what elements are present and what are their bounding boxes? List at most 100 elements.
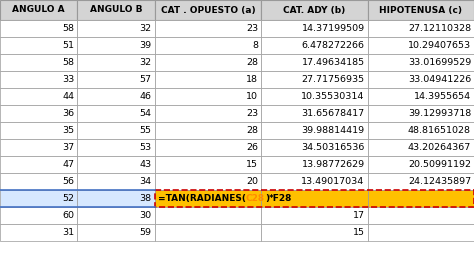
Text: 27.71756935: 27.71756935 [301, 75, 365, 84]
Bar [155, 20, 261, 37]
Text: 47: 47 [63, 160, 74, 169]
Text: 46: 46 [140, 92, 152, 101]
Text: 43: 43 [140, 160, 152, 169]
Text: 30: 30 [140, 211, 152, 220]
Text: 34.50316536: 34.50316536 [301, 143, 365, 152]
Text: 58: 58 [63, 58, 74, 67]
Text: 15: 15 [353, 228, 365, 237]
Text: 14.37199509: 14.37199509 [301, 24, 365, 33]
Text: 51: 51 [63, 41, 74, 50]
Bar [261, 207, 368, 224]
Bar [261, 139, 368, 156]
Text: 33: 33 [62, 75, 74, 84]
Bar [155, 88, 261, 105]
Text: 24.12435897: 24.12435897 [408, 177, 471, 186]
Bar [0, 88, 77, 105]
Text: 10.35530314: 10.35530314 [301, 92, 365, 101]
Text: 33.04941226: 33.04941226 [408, 75, 471, 84]
Text: ANGULO B: ANGULO B [90, 6, 142, 15]
Bar [77, 54, 155, 71]
Bar [368, 207, 474, 224]
Text: 15: 15 [246, 160, 258, 169]
Text: 23: 23 [246, 109, 258, 118]
Bar [368, 0, 474, 20]
Text: 8: 8 [252, 41, 258, 50]
Bar [0, 139, 77, 156]
Text: 39: 39 [140, 41, 152, 50]
Bar [0, 54, 77, 71]
Bar [0, 71, 77, 88]
Bar [0, 37, 77, 54]
Bar [77, 190, 155, 207]
Bar [77, 224, 155, 241]
Text: 27.12110328: 27.12110328 [408, 24, 471, 33]
Bar [155, 71, 261, 88]
Text: 32: 32 [140, 24, 152, 33]
Text: 20.50991192: 20.50991192 [408, 160, 471, 169]
Bar [0, 122, 77, 139]
Bar [368, 105, 474, 122]
Bar [155, 156, 261, 173]
Bar [261, 156, 368, 173]
Bar [77, 207, 155, 224]
Text: C28: C28 [246, 194, 265, 203]
Text: 17: 17 [353, 211, 365, 220]
Bar [77, 88, 155, 105]
Text: 48.81651028: 48.81651028 [408, 126, 471, 135]
Bar [77, 71, 155, 88]
Bar [261, 20, 368, 37]
Text: ANGULO A: ANGULO A [12, 6, 65, 15]
Text: 26: 26 [246, 143, 258, 152]
Bar [0, 0, 77, 20]
Bar [155, 139, 261, 156]
Text: 39.98814419: 39.98814419 [301, 126, 365, 135]
Bar [155, 190, 474, 207]
Text: HIPOTENUSA (c): HIPOTENUSA (c) [379, 6, 462, 15]
Bar [261, 173, 368, 190]
Bar [368, 190, 474, 207]
Text: 17.49634185: 17.49634185 [301, 58, 365, 67]
Bar [261, 105, 368, 122]
Text: 39.12993718: 39.12993718 [408, 109, 471, 118]
Bar [368, 224, 474, 241]
Text: 38: 38 [140, 194, 152, 203]
Bar [368, 54, 474, 71]
Bar [77, 20, 155, 37]
Bar [368, 71, 474, 88]
Text: CAT . OPUESTO (a): CAT . OPUESTO (a) [161, 6, 255, 15]
Text: 35: 35 [62, 126, 74, 135]
Text: 57: 57 [140, 75, 152, 84]
Bar [155, 190, 261, 207]
Text: *F28: *F28 [269, 194, 292, 203]
Text: 31.65678417: 31.65678417 [301, 109, 365, 118]
Text: 32: 32 [140, 58, 152, 67]
Text: 6.478272266: 6.478272266 [301, 41, 365, 50]
Bar [0, 207, 77, 224]
Bar [77, 37, 155, 54]
Bar [0, 105, 77, 122]
Bar [0, 20, 77, 37]
Bar [77, 173, 155, 190]
Bar [368, 37, 474, 54]
Text: 60: 60 [63, 211, 74, 220]
Bar [368, 156, 474, 173]
Bar [261, 54, 368, 71]
Bar [261, 0, 368, 20]
Bar [155, 224, 261, 241]
Text: ): ) [265, 194, 269, 203]
Text: 44: 44 [63, 92, 74, 101]
Text: CAT. ADY (b): CAT. ADY (b) [283, 6, 346, 15]
Bar [77, 0, 155, 20]
Bar [261, 71, 368, 88]
Text: 34: 34 [140, 177, 152, 186]
Text: 58: 58 [63, 24, 74, 33]
Bar [155, 122, 261, 139]
Bar [368, 139, 474, 156]
Bar [77, 122, 155, 139]
Text: 54: 54 [140, 109, 152, 118]
Bar [368, 122, 474, 139]
Text: 28: 28 [246, 126, 258, 135]
Text: 43.20264367: 43.20264367 [408, 143, 471, 152]
Bar [77, 139, 155, 156]
Text: 31: 31 [62, 228, 74, 237]
